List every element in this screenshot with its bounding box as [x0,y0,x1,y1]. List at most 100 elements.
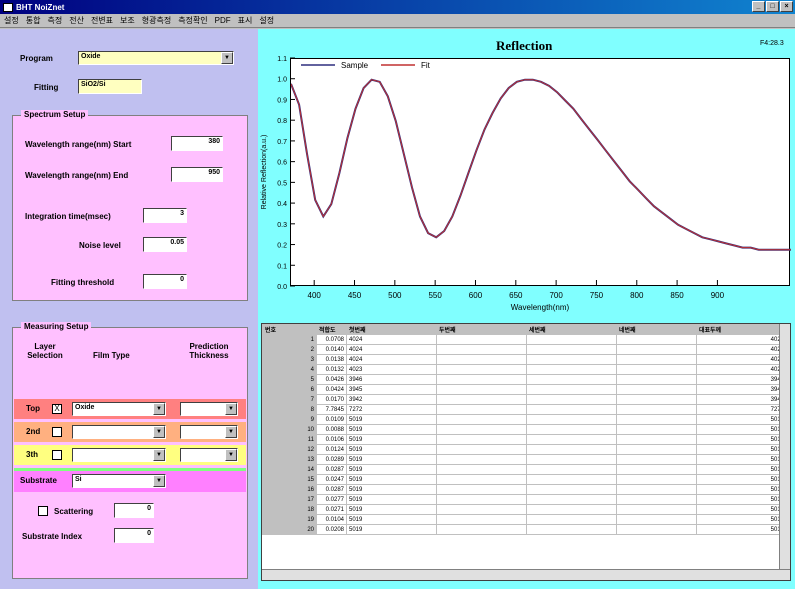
table-row[interactable]: 2 0.0140 4024 4024 [262,344,787,355]
wl-start-input[interactable]: 380 [171,136,223,151]
chevron-down-icon[interactable]: ▼ [153,449,165,461]
scattering-input[interactable]: 0 [114,503,154,518]
table-cell: 5019 [696,504,787,515]
film-type-select[interactable]: ▼ [72,425,166,439]
y-tick-label-0: 0.0 [277,284,287,291]
menu-item-4[interactable]: 전변표 [90,16,114,25]
wl-end-input[interactable]: 950 [171,167,223,182]
menu-item-9[interactable]: 표시 [237,16,253,25]
layer-checkbox[interactable] [52,450,62,460]
table-cell [616,334,697,345]
column-header[interactable]: 네번째 [616,324,697,335]
column-header[interactable]: 세번째 [526,324,617,335]
table-cell: 0.0170 [316,394,347,405]
table-row[interactable]: 5 0.0426 3946 3946 [262,374,787,385]
column-header[interactable]: 대표두께 [696,324,787,335]
menu-item-10[interactable]: 설정 [259,16,275,25]
table-row[interactable]: 16 0.0287 5019 5019 [262,484,787,495]
table-row[interactable]: 11 0.0106 5019 5019 [262,434,787,445]
substrate-select[interactable]: Si ▼ [72,474,166,488]
menu-item-1[interactable]: 통합 [25,16,41,25]
vertical-scrollbar[interactable] [779,324,790,571]
program-select[interactable]: Oxide ▼ [78,51,234,65]
table-row[interactable]: 7 0.0170 3942 3942 [262,394,787,405]
table-row[interactable]: 20 0.0208 5019 5019 [262,524,787,535]
integration-input[interactable]: 3 [143,208,187,223]
film-type-select[interactable]: Oxide ▼ [72,402,166,416]
horizontal-scrollbar[interactable] [262,569,790,580]
layer-checkbox[interactable] [52,427,62,437]
table-row[interactable]: 13 0.0289 5019 5019 [262,454,787,465]
table-row[interactable]: 19 0.0104 5019 5019 [262,514,787,525]
table-row[interactable]: 3 0.0138 4024 4024 [262,354,787,365]
table-cell: 7272 [696,404,787,415]
layer-label: 3th [26,450,38,459]
y-tick-label-10: 1.0 [277,77,287,84]
prediction-select[interactable]: ▼ [180,402,238,416]
table-row[interactable]: 18 0.0271 5019 5019 [262,504,787,515]
scattering-checkbox[interactable] [38,506,48,516]
chevron-down-icon[interactable]: ▼ [153,426,165,438]
table-cell [616,504,697,515]
table-row[interactable]: 12 0.0124 5019 5019 [262,444,787,455]
table-cell [616,464,697,475]
chevron-down-icon[interactable]: ▼ [225,403,237,415]
table-row[interactable]: 9 0.0109 5019 5019 [262,414,787,425]
layer-checkbox[interactable]: X [52,404,62,414]
column-header[interactable]: 번호 [262,324,317,335]
table-cell: 5019 [346,444,437,455]
menu-item-6[interactable]: 형광측정 [141,16,172,25]
chevron-down-icon[interactable]: ▼ [153,403,165,415]
table-cell: 0.0124 [316,444,347,455]
table-cell: 0.0104 [316,514,347,525]
row-number: 18 [262,504,317,515]
noise-input[interactable]: 0.05 [143,237,187,252]
table-cell: 3946 [346,374,437,385]
close-button[interactable]: × [780,1,793,12]
table-cell: 4023 [696,364,787,375]
film-type-select[interactable]: ▼ [72,448,166,462]
column-header[interactable]: 두번째 [436,324,527,335]
table-cell: 3942 [696,394,787,405]
chevron-down-icon[interactable]: ▼ [221,52,233,64]
fit-series-line [290,79,791,251]
table-row[interactable]: 1 0.0708 4024 4024 [262,334,787,345]
row-number: 13 [262,454,317,465]
row-number: 2 [262,344,317,355]
table-row[interactable]: 8 7.7845 7272 7272 [262,404,787,415]
row-number: 17 [262,494,317,505]
menu-item-8[interactable]: PDF [214,16,231,25]
menu-item-5[interactable]: 보조 [120,16,135,25]
x-axis-label: Wavelength(nm) [511,303,570,312]
chevron-down-icon[interactable]: ▼ [225,449,237,461]
table-cell [526,394,617,405]
table-cell [436,414,527,425]
menu-item-0[interactable]: 설정 [4,16,19,25]
table-row[interactable]: 6 0.0424 3945 3945 [262,384,787,395]
table-row[interactable]: 4 0.0132 4023 4023 [262,364,787,375]
prediction-select[interactable]: ▼ [180,425,238,439]
table-row[interactable]: 15 0.0247 5019 5019 [262,474,787,485]
chevron-down-icon[interactable]: ▼ [225,426,237,438]
column-header[interactable]: 첫번째 [346,324,437,335]
table-cell: 0.0088 [316,424,347,435]
table-cell [526,494,617,505]
menu-item-7[interactable]: 측정확인 [178,16,208,25]
maximize-button[interactable]: □ [766,1,779,12]
fitting-field[interactable]: SiO2/Si [78,79,142,94]
menu-item-2[interactable]: 측정 [47,16,63,25]
row-number: 19 [262,514,317,525]
minimize-button[interactable]: _ [752,1,765,12]
table-row[interactable]: 14 0.0287 5019 5019 [262,464,787,475]
substrate-index-input[interactable]: 0 [114,528,154,543]
y-tick-label-9: 0.9 [277,97,287,104]
table-cell [616,454,697,465]
table-row[interactable]: 17 0.0277 5019 5019 [262,494,787,505]
reflection-chart: Sample Fit [290,58,791,286]
table-row[interactable]: 10 0.0088 5019 5019 [262,424,787,435]
chevron-down-icon[interactable]: ▼ [153,475,165,487]
column-header[interactable]: 적합도 [316,324,347,335]
fitting-threshold-input[interactable]: 0 [143,274,187,289]
menu-item-3[interactable]: 전산 [69,16,84,25]
prediction-select[interactable]: ▼ [180,448,238,462]
